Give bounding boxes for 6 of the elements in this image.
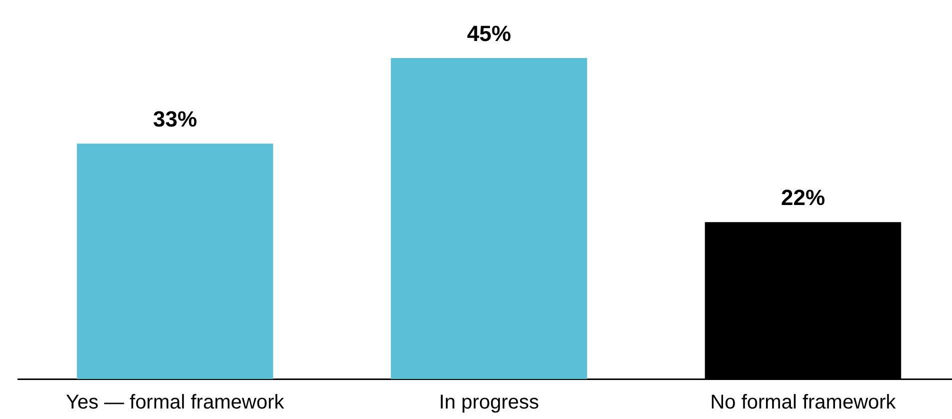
x-tick-label: Yes — formal framework (66, 392, 286, 414)
x-tick-label: No formal framework (710, 392, 897, 414)
data-label: 22% (780, 185, 826, 210)
data-label: 33% (152, 106, 198, 132)
x-tick-label: In progress (438, 392, 540, 414)
data-label: 45% (466, 21, 512, 46)
